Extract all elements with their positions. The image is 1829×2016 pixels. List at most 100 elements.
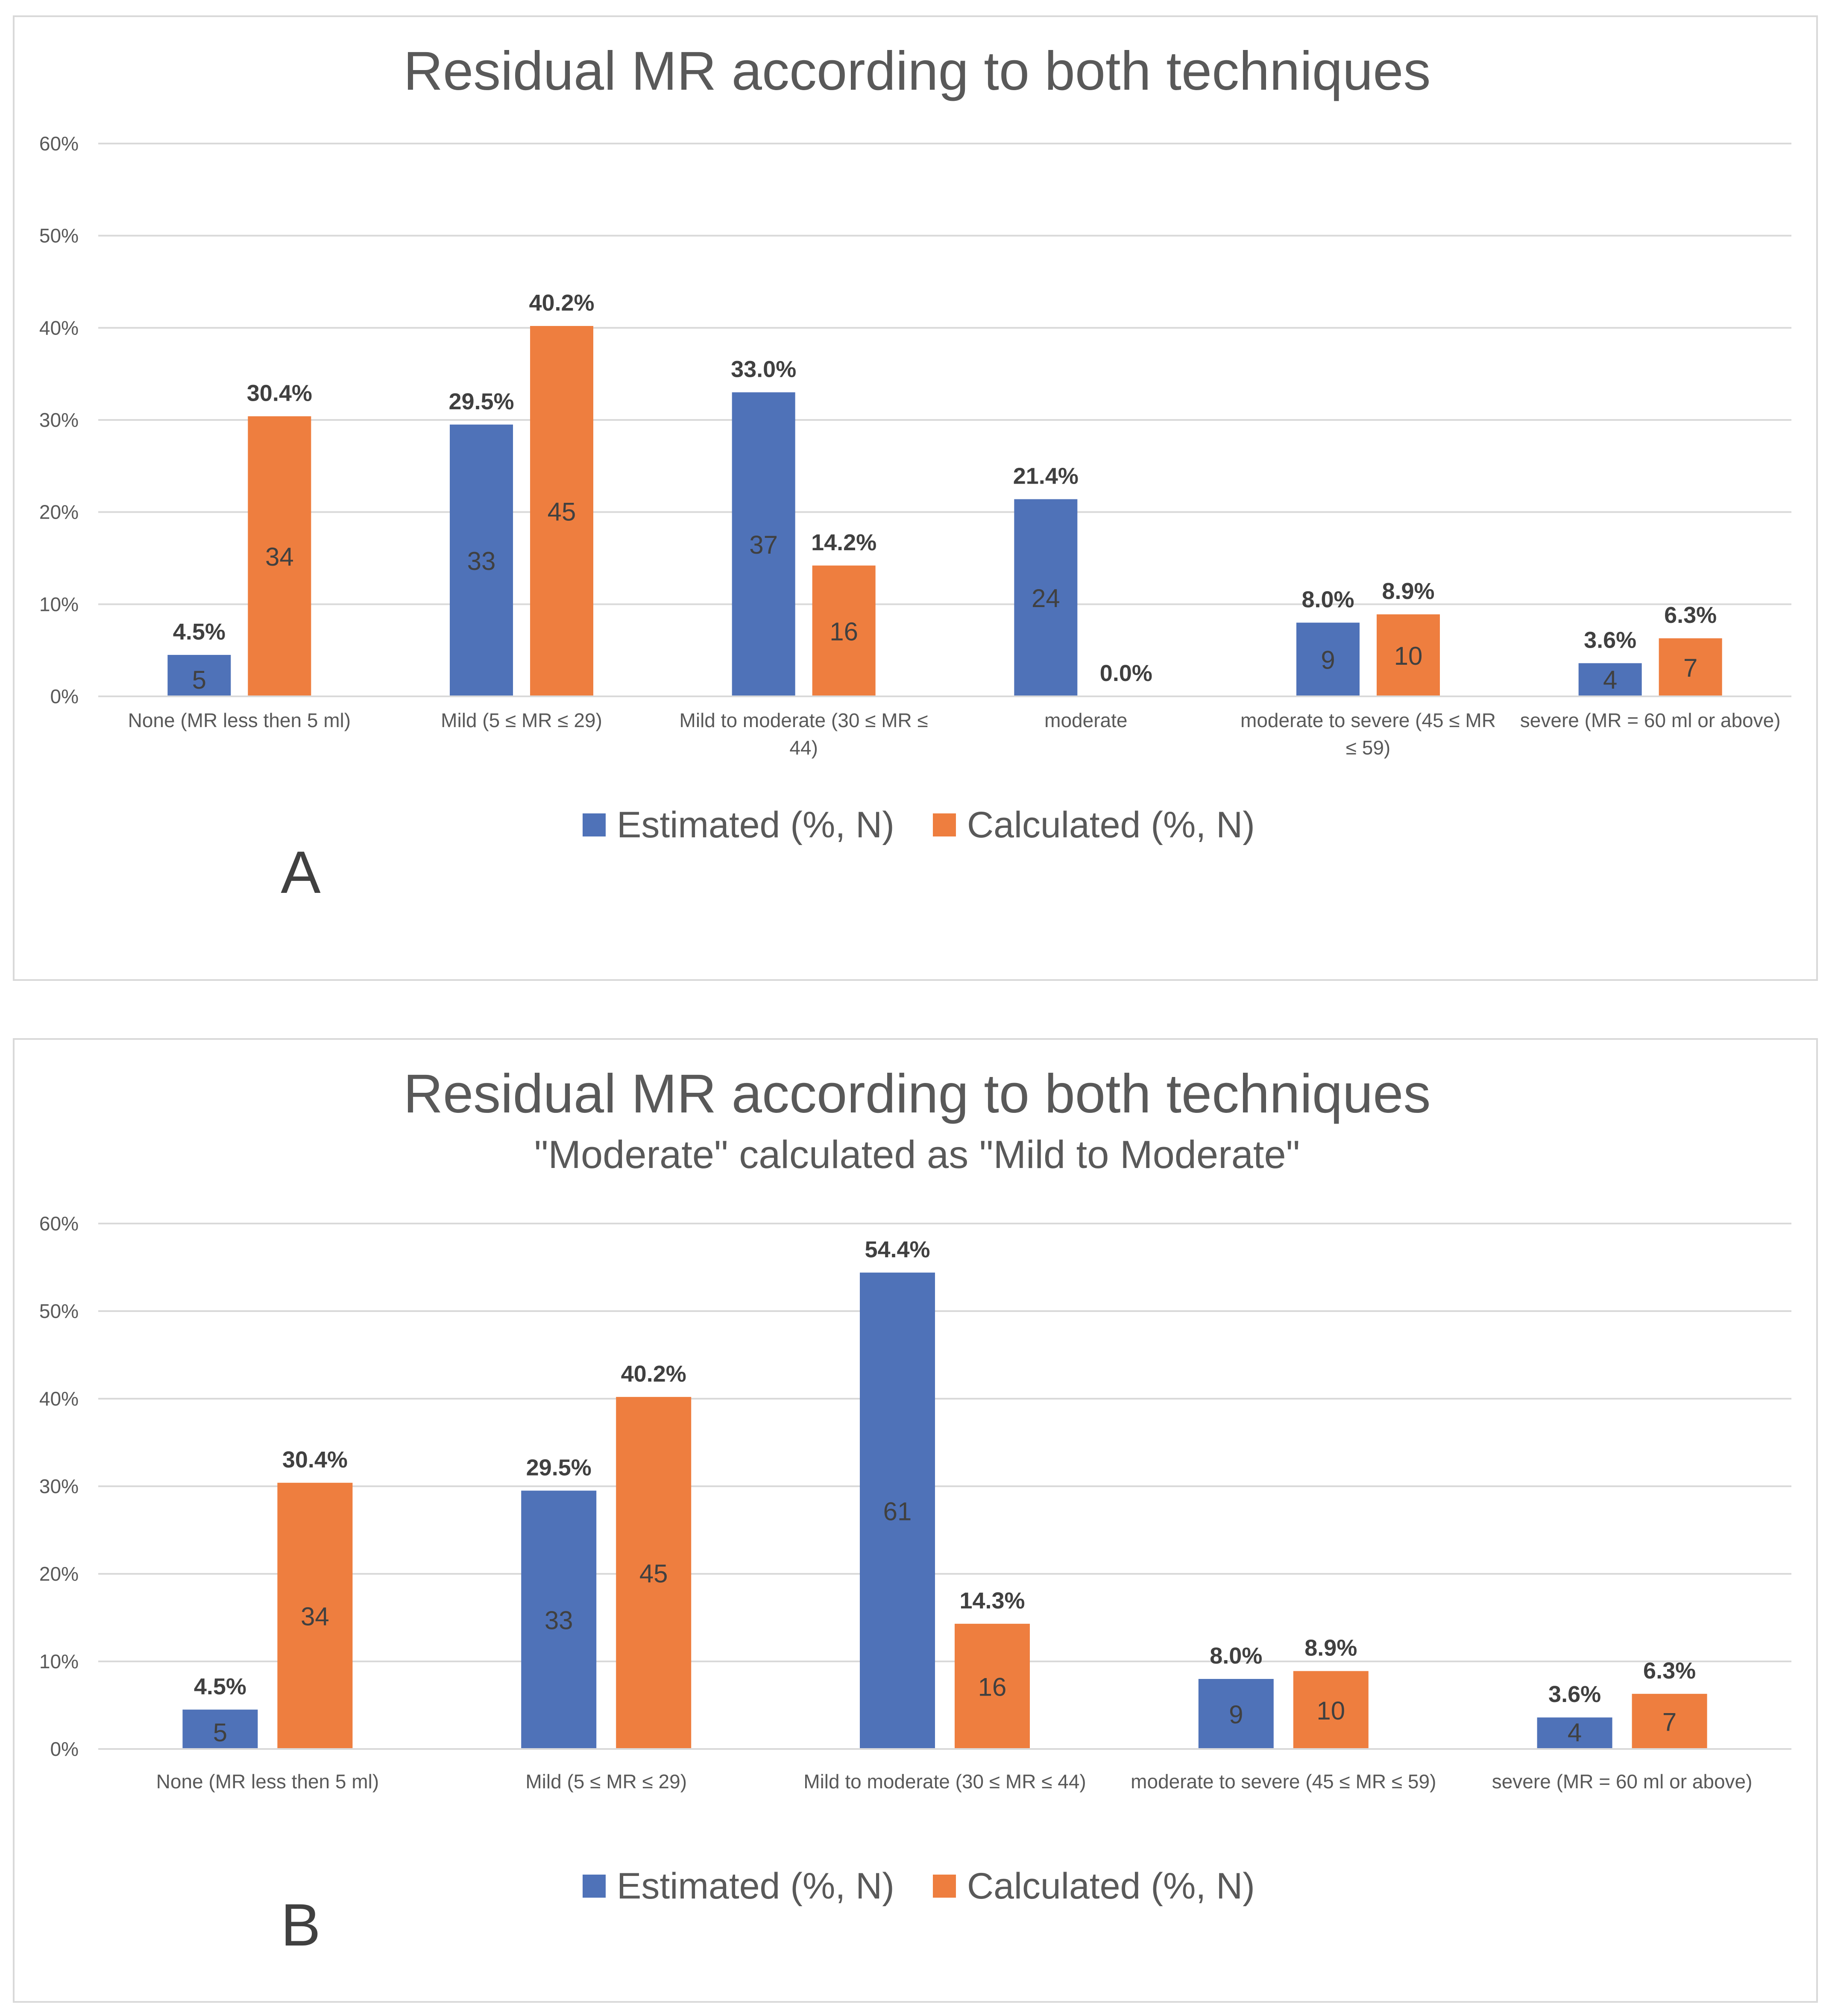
chart-b-y-tick-label: 10% bbox=[39, 1650, 79, 1673]
chart-b-data-label-percent: 3.6% bbox=[1548, 1681, 1601, 1707]
chart-b-y-tick-label: 40% bbox=[39, 1388, 79, 1410]
chart-a-data-label-percent: 0.0% bbox=[1100, 660, 1152, 686]
chart-b-data-label-percent: 30.4% bbox=[282, 1447, 348, 1473]
chart-a-legend-swatch-calculated bbox=[933, 813, 956, 836]
chart-b-category-label: None (MR less then 5 ml) bbox=[156, 1770, 379, 1793]
chart-panel-a: Residual MR according to both techniques… bbox=[13, 15, 1818, 981]
chart-b-data-label-count: 5 bbox=[213, 1718, 227, 1747]
chart-a-data-label-percent: 8.9% bbox=[1382, 578, 1434, 604]
chart-a-category-label: Mild (5 ≤ MR ≤ 29) bbox=[441, 709, 602, 731]
chart-a-bar-calculated bbox=[812, 565, 876, 696]
chart-b-data-label-percent: 29.5% bbox=[526, 1455, 592, 1480]
chart-b-bar-estimated bbox=[1537, 1717, 1612, 1749]
chart-b-title: Residual MR according to both techniques bbox=[404, 1063, 1431, 1124]
chart-a-legend-label-calculated: Calculated (%, N) bbox=[967, 804, 1255, 845]
chart-a-data-label-percent: 6.3% bbox=[1664, 602, 1717, 628]
chart-b-bar-calculated bbox=[277, 1482, 353, 1749]
chart-b-data-label-percent: 6.3% bbox=[1643, 1658, 1696, 1684]
chart-b-category-label: moderate to severe (45 ≤ MR ≤ 59) bbox=[1131, 1770, 1436, 1793]
chart-b-bar-estimated bbox=[521, 1491, 597, 1749]
chart-a-data-label-count: 45 bbox=[548, 498, 576, 526]
chart-a-data-label-percent: 40.2% bbox=[529, 290, 594, 316]
chart-a-data-label-count: 24 bbox=[1032, 584, 1060, 613]
chart-a-data-label-percent: 8.0% bbox=[1301, 587, 1354, 612]
chart-a-bar-estimated bbox=[1578, 663, 1642, 696]
chart-a-bar-estimated bbox=[1296, 622, 1360, 696]
chart-a-data-label-count: 4 bbox=[1603, 666, 1617, 694]
chart-a-data-label-count: 16 bbox=[829, 617, 858, 646]
chart-a-y-tick-label: 30% bbox=[39, 409, 79, 431]
chart-b-bar-estimated bbox=[860, 1272, 935, 1749]
chart-b-y-tick-label: 50% bbox=[39, 1300, 79, 1322]
chart-b-bar-estimated bbox=[182, 1709, 258, 1749]
chart-a-data-label-percent: 21.4% bbox=[1013, 463, 1079, 489]
chart-b-data-label-percent: 8.0% bbox=[1210, 1643, 1262, 1669]
chart-a-bar-estimated bbox=[167, 654, 231, 696]
chart-b-data-label-count: 10 bbox=[1316, 1696, 1345, 1725]
chart-b-data-label-count: 16 bbox=[978, 1673, 1007, 1701]
chart-a-bar-calculated bbox=[1377, 614, 1440, 696]
chart-b-category-label: Mild to moderate (30 ≤ MR ≤ 44) bbox=[803, 1770, 1086, 1793]
chart-a-category-label: moderate to severe (45 ≤ MR ≤ 59) bbox=[1240, 709, 1496, 759]
chart-a-y-tick-label: 10% bbox=[39, 593, 79, 615]
chart-a-title: Residual MR according to both techniques bbox=[404, 41, 1431, 102]
chart-b-data-label-percent: 4.5% bbox=[194, 1674, 246, 1699]
chart-a-y-tick-label: 40% bbox=[39, 317, 79, 339]
chart-a-category-label: severe (MR = 60 ml or above) bbox=[1520, 709, 1781, 731]
chart-b-legend-label-calculated: Calculated (%, N) bbox=[967, 1866, 1255, 1907]
chart-b-legend-swatch-calculated bbox=[933, 1875, 956, 1898]
chart-a-data-label-count: 9 bbox=[1321, 646, 1335, 675]
chart-b-y-tick-label: 60% bbox=[39, 1212, 79, 1235]
chart-a-category-label: Mild to moderate (30 ≤ MR ≤44) bbox=[680, 709, 928, 759]
chart-a-y-tick-label: 50% bbox=[39, 225, 79, 247]
chart-b-bar-calculated bbox=[616, 1397, 692, 1749]
chart-panel-b: Residual MR according to both techniques… bbox=[13, 1038, 1818, 2003]
chart-a-bar-calculated bbox=[530, 326, 593, 696]
chart-a-data-label-percent: 29.5% bbox=[448, 389, 514, 414]
chart-a-category-label: moderate bbox=[1044, 709, 1127, 731]
chart-a-data-label-percent: 14.2% bbox=[811, 530, 876, 555]
chart-b-data-label-percent: 54.4% bbox=[865, 1237, 930, 1262]
chart-b-subtitle: "Moderate" calculated as "Mild to Modera… bbox=[534, 1133, 1300, 1177]
chart-a-bar-estimated bbox=[450, 424, 513, 696]
chart-b-legend-swatch-estimated bbox=[583, 1875, 606, 1898]
chart-a-data-label-count: 5 bbox=[192, 666, 206, 694]
chart-a-category-label: None (MR less then 5 ml) bbox=[128, 709, 351, 731]
chart-b-category-label: Mild (5 ≤ MR ≤ 29) bbox=[525, 1770, 687, 1793]
chart-b-bar-calculated bbox=[1632, 1693, 1707, 1749]
chart-b-data-label-percent: 14.3% bbox=[959, 1588, 1025, 1614]
chart-a-data-label-percent: 4.5% bbox=[173, 619, 226, 645]
chart-b-panel-letter: B bbox=[281, 1891, 320, 1958]
chart-b-data-label-count: 33 bbox=[545, 1606, 573, 1635]
chart-a-bar-estimated bbox=[732, 392, 795, 696]
chart-b-data-label-count: 61 bbox=[883, 1497, 912, 1526]
chart-a-y-tick-label: 20% bbox=[39, 501, 79, 523]
chart-b-data-label-count: 34 bbox=[301, 1602, 329, 1631]
chart-a-data-label-count: 10 bbox=[1394, 642, 1423, 670]
chart-b-legend-label-estimated: Estimated (%, N) bbox=[617, 1866, 894, 1907]
chart-a-panel-letter: A bbox=[281, 839, 321, 906]
chart-a-data-label-count: 34 bbox=[265, 543, 294, 571]
chart-b-bar-estimated bbox=[1198, 1679, 1274, 1749]
chart-a-legend-swatch-estimated bbox=[583, 813, 606, 836]
chart-b-bar-calculated bbox=[1293, 1671, 1369, 1749]
chart-b-y-tick-label: 30% bbox=[39, 1475, 79, 1497]
chart-b-y-tick-label: 20% bbox=[39, 1563, 79, 1585]
chart-b-data-label-percent: 8.9% bbox=[1304, 1635, 1357, 1661]
chart-b-bar-calculated bbox=[955, 1623, 1030, 1749]
chart-a-data-label-percent: 3.6% bbox=[1584, 627, 1636, 653]
chart-b-data-label-count: 7 bbox=[1662, 1708, 1677, 1736]
chart-a-bar-calculated bbox=[248, 416, 311, 696]
chart-b-data-label-percent: 40.2% bbox=[621, 1361, 686, 1387]
chart-b-category-label: severe (MR = 60 ml or above) bbox=[1492, 1770, 1753, 1793]
chart-b-data-label-count: 4 bbox=[1568, 1718, 1582, 1747]
chart-a-data-label-count: 7 bbox=[1683, 654, 1697, 682]
chart-a-bar-estimated bbox=[1014, 499, 1078, 696]
chart-a-data-label-count: 33 bbox=[467, 547, 496, 575]
chart-a-svg: Residual MR according to both techniques… bbox=[39, 41, 1791, 906]
chart-b-data-label-count: 9 bbox=[1229, 1700, 1243, 1729]
chart-a-legend-label-estimated: Estimated (%, N) bbox=[617, 804, 894, 845]
chart-b-svg: Residual MR according to both techniques… bbox=[39, 1063, 1791, 1958]
chart-a-y-tick-label: 0% bbox=[50, 685, 79, 707]
chart-a-data-label-count: 37 bbox=[749, 531, 778, 559]
